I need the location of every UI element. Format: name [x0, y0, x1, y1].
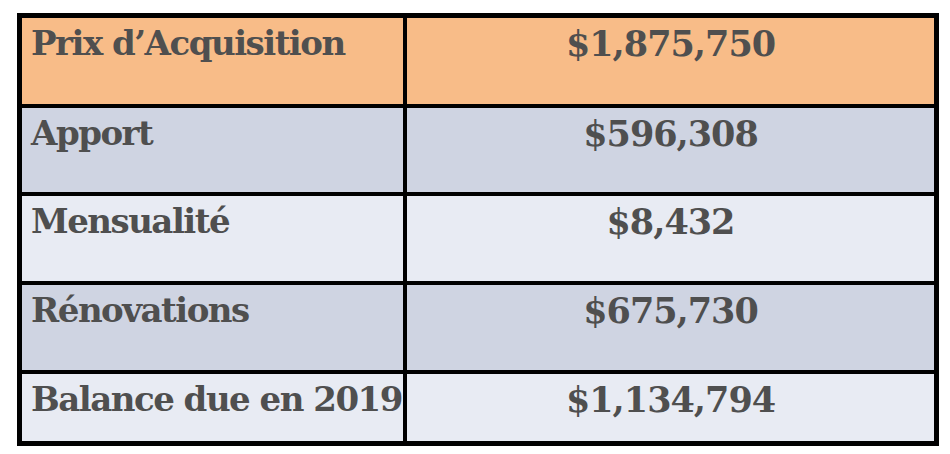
page: Prix d’Acquisition $1,875,750 Apport $59…: [0, 0, 950, 454]
row-label-cell: Rénovations: [20, 283, 406, 372]
row-label-cell: Prix d’Acquisition: [20, 16, 406, 106]
table-row: Balance due en 2019 $1,134,794: [20, 372, 937, 444]
table-body: Prix d’Acquisition $1,875,750 Apport $59…: [20, 16, 937, 444]
row-label-cell: Balance due en 2019: [20, 372, 406, 444]
table-row: Rénovations $675,730: [20, 283, 937, 372]
table-row: Prix d’Acquisition $1,875,750: [20, 16, 937, 106]
financial-summary-table: Prix d’Acquisition $1,875,750 Apport $59…: [17, 13, 939, 446]
row-value: $1,875,750: [566, 23, 775, 64]
row-label: Prix d’Acquisition: [31, 23, 345, 63]
row-label: Balance due en 2019: [31, 379, 402, 419]
row-value: $675,730: [583, 290, 758, 331]
row-value: $596,308: [583, 113, 758, 154]
row-label: Mensualité: [31, 201, 229, 241]
row-label-cell: Mensualité: [20, 194, 406, 283]
row-label-cell: Apport: [20, 106, 406, 194]
row-value-cell: $1,875,750: [405, 16, 937, 106]
row-label: Rénovations: [31, 290, 249, 330]
row-value-cell: $8,432: [405, 194, 937, 283]
row-value: $8,432: [607, 201, 735, 242]
row-value-cell: $675,730: [405, 283, 937, 372]
table-row: Apport $596,308: [20, 106, 937, 194]
row-label: Apport: [31, 113, 152, 153]
row-value: $1,134,794: [566, 379, 775, 420]
table-row: Mensualité $8,432: [20, 194, 937, 283]
row-value-cell: $1,134,794: [405, 372, 937, 444]
row-value-cell: $596,308: [405, 106, 937, 194]
